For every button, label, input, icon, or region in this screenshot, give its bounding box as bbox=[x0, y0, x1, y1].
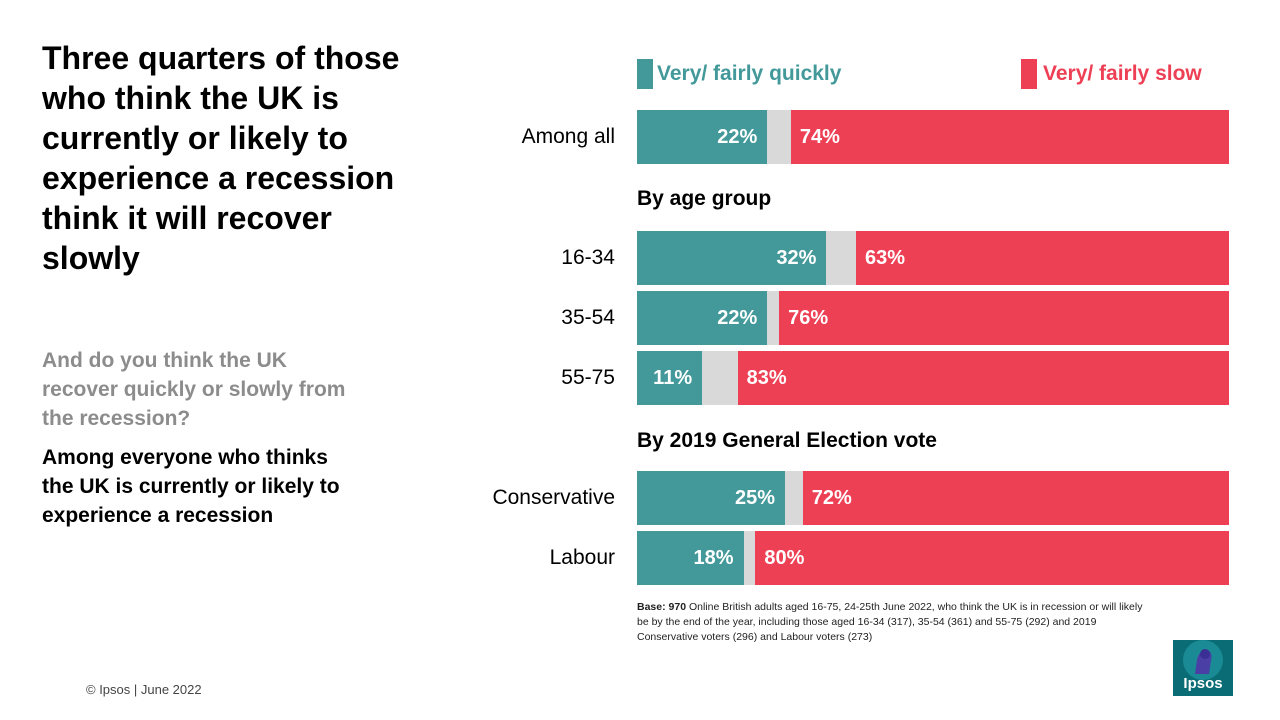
row-label-35-54: 35-54 bbox=[561, 306, 615, 329]
bar-slow-labour bbox=[755, 531, 1229, 585]
value-slow-conservative: 72% bbox=[811, 487, 852, 509]
copyright: © Ipsos | June 2022 bbox=[86, 682, 202, 697]
bar-quick-55-75 bbox=[637, 351, 703, 405]
row-label-labour: Labour bbox=[549, 546, 615, 569]
ipsos-logo: Ipsos bbox=[1173, 640, 1233, 696]
row-label-among-all: Among all bbox=[521, 125, 615, 148]
survey-question: And do you think the UK recover quickly … bbox=[42, 349, 346, 430]
ipsos-logo-text: Ipsos bbox=[1183, 675, 1223, 692]
bar-quick-conservative bbox=[637, 471, 785, 525]
row-label-conservative: Conservative bbox=[492, 486, 615, 509]
section-age-group: By age group bbox=[637, 187, 772, 210]
bar-slow-conservative bbox=[802, 471, 1229, 525]
value-slow-55-75: 83% bbox=[746, 367, 787, 389]
base-description: Among everyone who thinks the UK is curr… bbox=[42, 446, 340, 527]
bar-neutral-conservative bbox=[785, 471, 803, 525]
value-slow-16-34: 63% bbox=[865, 247, 906, 269]
bar-quick-among-all bbox=[637, 110, 768, 164]
footnote-base-label: Base: 970 bbox=[637, 601, 687, 613]
value-quick-55-75: 11% bbox=[653, 367, 693, 389]
value-quick-labour: 18% bbox=[693, 547, 734, 569]
bar-neutral-35-54 bbox=[767, 291, 780, 345]
legend-swatch-quick bbox=[637, 59, 653, 89]
ipsos-logo-mark bbox=[1183, 640, 1223, 680]
value-slow-35-54: 76% bbox=[788, 307, 829, 329]
bar-slow-16-34 bbox=[856, 231, 1229, 285]
bar-slow-35-54 bbox=[779, 291, 1229, 345]
bar-slow-55-75 bbox=[737, 351, 1229, 405]
value-quick-conservative: 25% bbox=[734, 487, 775, 509]
base-footnote: Base: 970 Online British adults aged 16-… bbox=[637, 600, 1157, 645]
bar-neutral-labour bbox=[743, 531, 756, 585]
bar-quick-16-34 bbox=[637, 231, 827, 285]
value-slow-labour: 80% bbox=[764, 547, 805, 569]
row-label-16-34: 16-34 bbox=[561, 246, 615, 269]
row-label-55-75: 55-75 bbox=[561, 366, 615, 389]
section-election-vote: By 2019 General Election vote bbox=[637, 429, 937, 452]
bar-neutral-among-all bbox=[767, 110, 791, 164]
footnote-text: Online British adults aged 16-75, 24-25t… bbox=[637, 601, 1143, 643]
bar-neutral-55-75 bbox=[702, 351, 738, 405]
bar-neutral-16-34 bbox=[826, 231, 857, 285]
legend-label-quick: Very/ fairly quickly bbox=[657, 62, 842, 85]
bar-slow-among-all bbox=[790, 110, 1229, 164]
value-slow-among-all: 74% bbox=[799, 126, 840, 148]
page-title: Three quarters of those who think the UK… bbox=[42, 40, 400, 276]
legend-label-slow: Very/ fairly slow bbox=[1043, 62, 1202, 85]
value-quick-35-54: 22% bbox=[717, 307, 758, 329]
value-quick-among-all: 22% bbox=[717, 126, 758, 148]
value-quick-16-34: 32% bbox=[776, 247, 817, 269]
bar-quick-labour bbox=[637, 531, 744, 585]
legend-swatch-slow bbox=[1021, 59, 1037, 89]
bar-quick-35-54 bbox=[637, 291, 768, 345]
